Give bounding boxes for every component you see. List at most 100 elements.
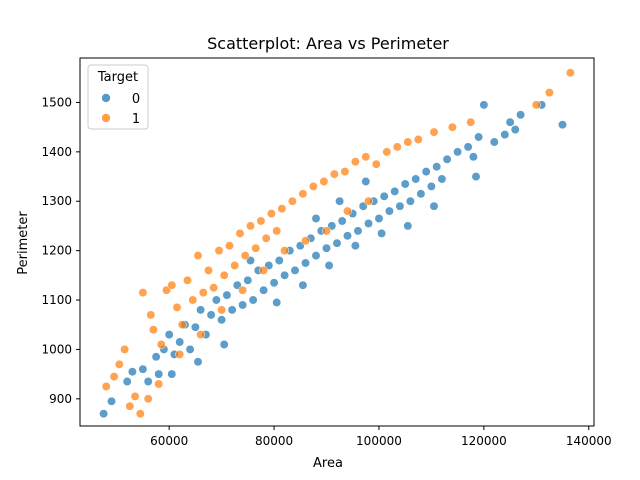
- chart-title: Scatterplot: Area vs Perimeter: [207, 34, 449, 53]
- point-target-0-1: [107, 396, 116, 406]
- point-target-1-24: [230, 261, 240, 270]
- legend-label-0: 0: [132, 92, 140, 107]
- point-target-0-63: [453, 147, 463, 157]
- point-target-0-64: [463, 142, 473, 152]
- point-target-0-15: [196, 305, 206, 315]
- point-target-1-4: [125, 401, 135, 411]
- point-target-0-51: [384, 206, 394, 216]
- point-target-1-51: [544, 88, 554, 98]
- point-target-1-45: [403, 137, 413, 147]
- point-target-1-27: [246, 221, 255, 231]
- y-axis-ticks: 900 1000 1100 1200 1300 1400 1500: [41, 95, 80, 406]
- point-target-0-3: [127, 367, 137, 377]
- y-tick-label-2: 1100: [41, 293, 72, 307]
- point-target-0-68: [489, 137, 499, 147]
- point-target-1-20: [209, 283, 219, 293]
- point-target-0-69: [500, 130, 510, 140]
- point-target-1-57: [217, 305, 227, 315]
- point-target-1-3: [120, 344, 130, 354]
- point-target-0-45: [353, 226, 363, 236]
- point-target-0-61: [437, 174, 447, 184]
- point-target-1-37: [319, 177, 329, 186]
- point-target-0-25: [248, 295, 258, 305]
- y-tick-label-1: 1000: [41, 342, 72, 356]
- point-target-0-74: [558, 120, 567, 130]
- point-target-1-5: [130, 391, 140, 401]
- point-target-1-40: [350, 157, 360, 167]
- y-tick-label-0: 900: [49, 392, 72, 406]
- x-tick-label-0: 60000: [150, 434, 188, 448]
- point-target-0-49: [374, 214, 384, 223]
- point-target-0-19: [217, 315, 227, 325]
- y-tick-label-6: 1500: [41, 95, 72, 109]
- point-target-0-18: [211, 295, 221, 305]
- y-tick-label-5: 1400: [41, 145, 72, 159]
- y-axis-label: Perimeter: [16, 211, 31, 275]
- point-target-0-29: [269, 278, 279, 288]
- point-target-0-85: [429, 201, 439, 211]
- point-target-0-80: [219, 340, 229, 349]
- x-tick-label-2: 100000: [356, 434, 402, 448]
- point-target-0-86: [471, 172, 481, 182]
- point-target-1-23: [225, 241, 234, 251]
- point-target-1-50: [531, 100, 541, 110]
- point-target-1-34: [287, 196, 297, 206]
- point-target-0-17: [206, 310, 216, 320]
- point-target-0-2: [122, 377, 132, 386]
- point-target-0-57: [416, 189, 426, 199]
- legend-title: Target: [97, 70, 138, 85]
- point-target-1-48: [447, 122, 457, 132]
- legend-marker-0: [101, 93, 111, 103]
- point-target-0-7: [154, 369, 164, 379]
- points-layer: [99, 68, 575, 419]
- point-target-0-54: [400, 179, 410, 189]
- point-target-0-87: [361, 177, 371, 186]
- point-target-1-26: [240, 251, 250, 261]
- point-target-1-53: [143, 394, 153, 404]
- point-target-1-16: [188, 295, 198, 305]
- point-target-0-88: [335, 196, 345, 206]
- point-target-1-56: [196, 330, 206, 340]
- point-target-0-33: [290, 265, 300, 275]
- point-target-0-83: [377, 228, 387, 238]
- y-tick-label-3: 1200: [41, 244, 72, 258]
- point-target-1-42: [371, 159, 381, 169]
- point-target-0-79: [350, 241, 360, 251]
- point-target-0-52: [390, 186, 400, 196]
- point-target-1-8: [146, 310, 156, 320]
- point-target-1-29: [256, 216, 266, 226]
- point-target-0-47: [364, 219, 373, 228]
- plot-frame: [79, 57, 595, 427]
- point-target-1-35: [298, 189, 308, 199]
- point-target-0-4: [138, 364, 148, 374]
- point-target-1-59: [259, 265, 269, 275]
- point-target-0-27: [259, 285, 269, 295]
- point-target-0-21: [227, 305, 237, 315]
- point-target-0-62: [442, 154, 452, 164]
- point-target-0-71: [510, 125, 520, 135]
- point-target-0-23: [238, 300, 248, 310]
- point-target-1-52: [565, 68, 575, 78]
- y-tick-label-4: 1300: [41, 194, 72, 208]
- point-target-1-25: [235, 228, 245, 238]
- point-target-0-0: [99, 409, 109, 419]
- point-target-0-31: [280, 270, 290, 280]
- legend-label-1: 1: [132, 112, 140, 127]
- point-target-0-50: [379, 191, 389, 201]
- point-target-1-1: [109, 372, 119, 382]
- point-target-0-9: [164, 330, 174, 340]
- point-target-1-10: [156, 340, 166, 349]
- point-target-1-6: [135, 409, 145, 419]
- point-target-1-47: [429, 127, 439, 137]
- point-target-0-59: [426, 181, 436, 191]
- point-target-1-63: [343, 206, 352, 216]
- point-target-0-14: [190, 322, 200, 332]
- point-target-1-64: [364, 196, 373, 206]
- x-tick-label-4: 140000: [566, 434, 612, 448]
- point-target-1-2: [114, 359, 124, 369]
- point-target-0-37: [311, 251, 321, 261]
- point-target-1-44: [392, 142, 402, 152]
- point-target-1-30: [261, 233, 271, 243]
- point-target-0-70: [505, 117, 515, 127]
